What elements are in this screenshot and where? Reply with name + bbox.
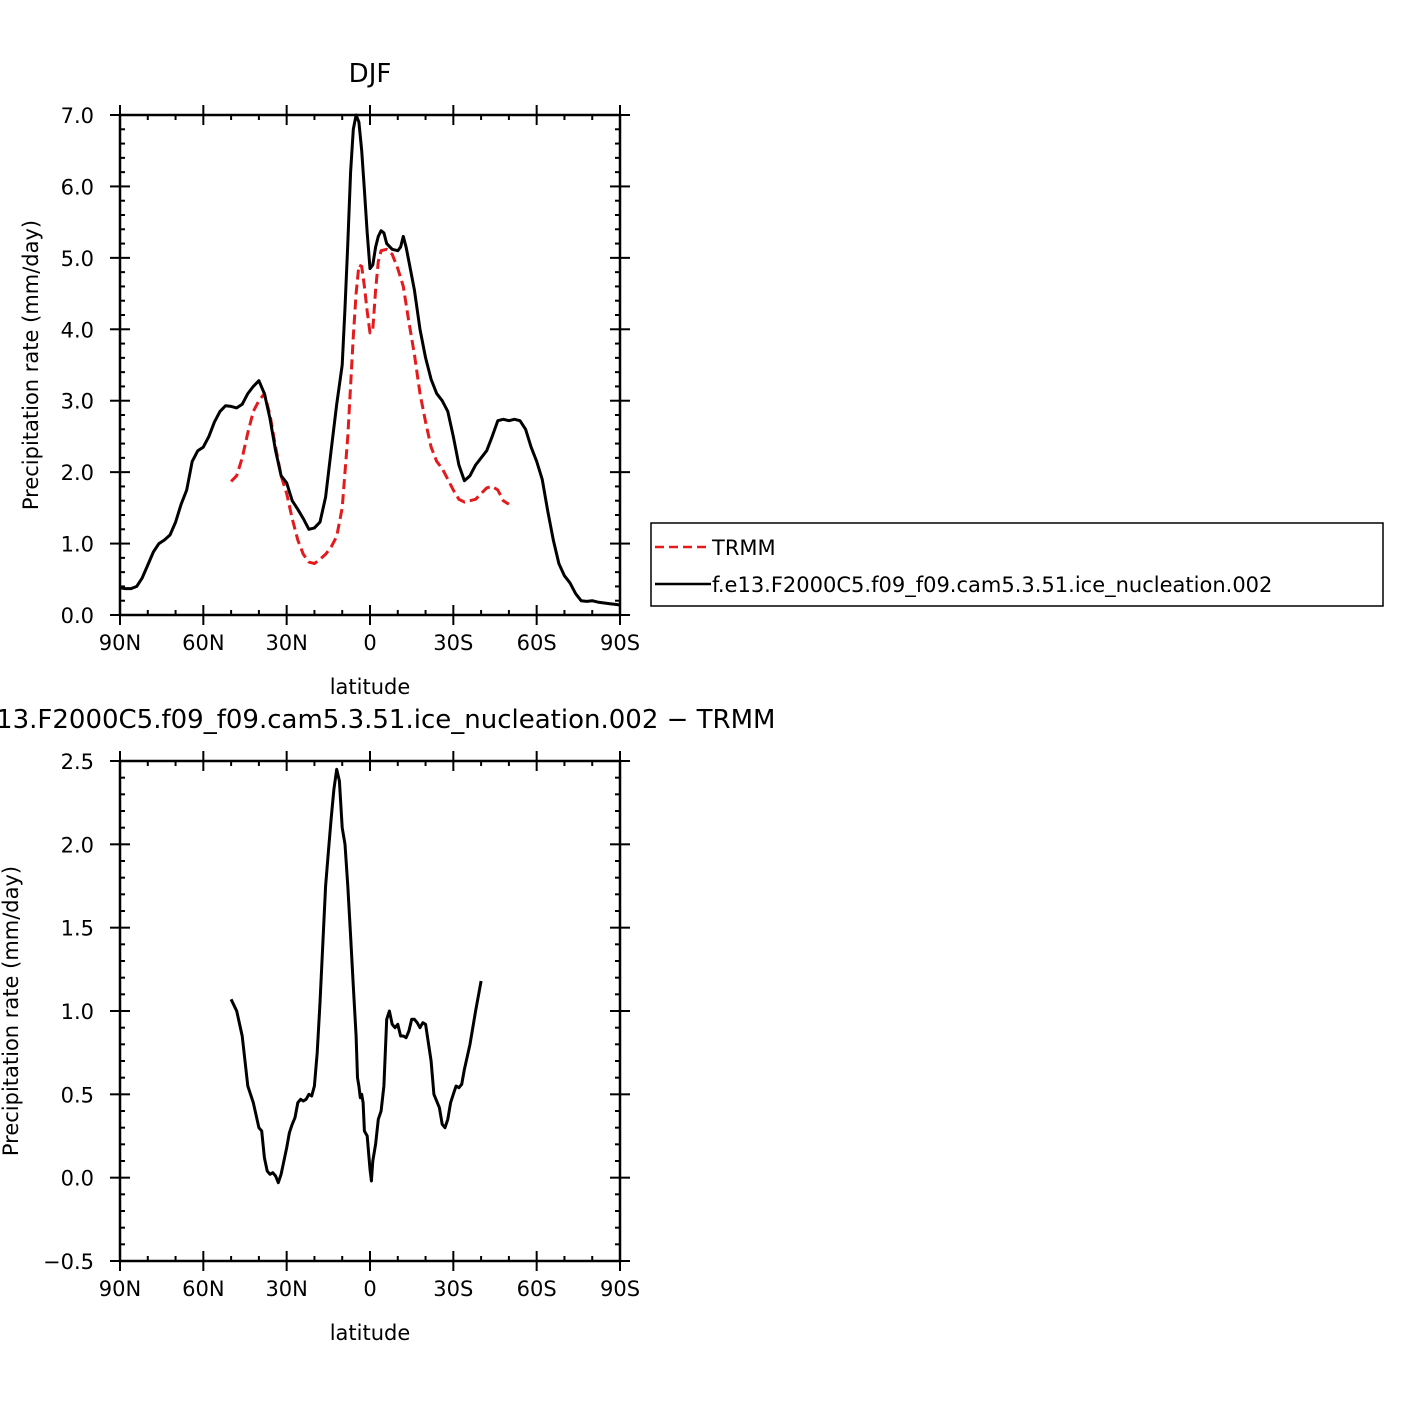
x-tick-label: 90S <box>600 631 640 655</box>
series-lines <box>229 767 483 1185</box>
x-tick-label: 60N <box>182 1277 224 1301</box>
axis-ticks <box>110 105 630 625</box>
chart-title: DJF <box>349 59 392 89</box>
panel-djf: DJF 90N 60N 30N 0 30S 60S 90S 0.0 1.0 2.0 3.0 4.0 5.… <box>19 59 640 699</box>
x-tick-label: 60S <box>517 1277 557 1301</box>
series-line-1 <box>119 113 621 607</box>
legend: TRMM f.e13.F2000C5.f09_f09.cam5.3.51.ice… <box>650 522 1384 607</box>
x-tick-label: 30S <box>433 631 473 655</box>
legend-box <box>650 522 1384 607</box>
y-tick-label: 1.0 <box>61 533 94 557</box>
y-tick-label: 0.0 <box>61 1167 94 1191</box>
x-axis-label: latitude <box>330 675 411 699</box>
y-axis-label: Precipitation rate (mm/day) <box>0 866 23 1156</box>
legend-label-model: f.e13.F2000C5.f09_f09.cam5.3.51.ice_nucl… <box>712 573 1272 598</box>
series-lines <box>119 113 621 607</box>
y-tick-label: 0.5 <box>61 1083 94 1107</box>
y-tick-label: 1.0 <box>61 1000 94 1024</box>
panel-difference: f.e13.F2000C5.f09_f09.cam5.3.51.ice_nucl… <box>0 705 775 1345</box>
series-line-0 <box>230 247 510 566</box>
plot-frame <box>118 113 622 617</box>
plot-frame <box>118 759 622 1263</box>
y-tick-label: −0.5 <box>43 1250 94 1274</box>
y-tick-label: 0.0 <box>61 604 94 628</box>
y-tick-label: 2.0 <box>61 461 94 485</box>
tick-labels: 90N 60N 30N 0 30S 60S 90S −0.5 0.0 0.5 1.0 1.5 2.0 2.… <box>43 750 640 1301</box>
y-tick-label: 7.0 <box>61 104 94 128</box>
x-tick-label: 0 <box>363 1277 376 1301</box>
chart-title: f.e13.F2000C5.f09_f09.cam5.3.51.ice_nucl… <box>0 705 775 735</box>
x-tick-label: 90N <box>99 631 141 655</box>
legend-label-trmm: TRMM <box>711 536 776 560</box>
x-tick-label: 30S <box>433 1277 473 1301</box>
y-tick-label: 5.0 <box>61 247 94 271</box>
x-tick-label: 60S <box>517 631 557 655</box>
y-tick-label: 2.5 <box>61 750 94 774</box>
y-tick-label: 4.0 <box>61 318 94 342</box>
x-tick-label: 0 <box>363 631 376 655</box>
axis-ticks <box>110 751 630 1271</box>
x-tick-label: 30N <box>265 631 307 655</box>
x-axis-label: latitude <box>330 1321 411 1345</box>
y-tick-label: 6.0 <box>61 175 94 199</box>
x-tick-label: 90N <box>99 1277 141 1301</box>
x-tick-label: 30N <box>265 1277 307 1301</box>
x-tick-label: 60N <box>182 631 224 655</box>
y-axis-label: Precipitation rate (mm/day) <box>19 220 43 510</box>
y-tick-label: 3.0 <box>61 390 94 414</box>
y-tick-label: 2.0 <box>61 833 94 857</box>
y-tick-label: 1.5 <box>61 917 94 941</box>
x-tick-label: 90S <box>600 1277 640 1301</box>
series-line-0 <box>229 767 483 1185</box>
tick-labels: 90N 60N 30N 0 30S 60S 90S 0.0 1.0 2.0 3.0 4.0 5.0 6.0… <box>61 104 640 655</box>
